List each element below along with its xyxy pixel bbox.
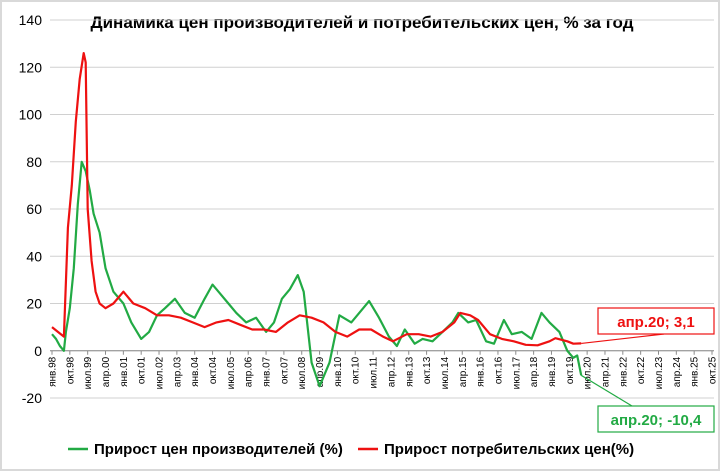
y-tick-label: 100 [19,107,43,123]
x-tick-label: окт.07 [279,356,290,384]
x-tick-label: апр.09 [315,356,326,387]
x-tick-label: окт.19 [565,356,576,384]
x-tick-label: окт.22 [636,356,647,384]
x-tick-label: апр.12 [386,356,397,387]
annotation-box [597,307,715,335]
annotation-box [597,405,715,433]
x-tick-label: окт.98 [65,356,76,384]
y-tick-label: 20 [26,296,42,312]
x-tick-label: июл.99 [83,356,94,389]
x-tick-label: июл.11 [369,356,380,388]
x-tick-label: июл.23 [654,356,665,389]
y-tick-label: 120 [19,59,43,75]
y-tick-label: 60 [26,201,42,217]
y-tick-label: 40 [26,248,42,264]
chart-title: Динамика цен производителей и потребител… [90,13,633,32]
x-tick-label: янв.13 [404,356,415,387]
x-tick-label: окт.10 [351,356,362,384]
x-tick-label: июл.17 [511,356,522,389]
x-tick-label: янв.01 [119,356,130,387]
x-tick-label: окт.16 [493,356,504,384]
legend-label: Прирост потребительских цен(%) [384,441,634,458]
x-tick-label: янв.19 [547,356,558,387]
x-tick-label: июл.14 [440,356,451,389]
x-tick-label: окт.25 [708,356,719,384]
y-tick-label: -20 [22,390,42,406]
x-tick-label: апр.00 [101,356,112,387]
x-tick-label: окт.01 [137,356,148,384]
y-tick-label: 140 [19,12,43,28]
x-tick-label: апр.03 [172,356,183,387]
annotation-label: апр.20; -10,4 [611,412,702,429]
x-tick-label: июл.20 [583,356,594,389]
annotation-leader [580,374,633,407]
x-tick-label: янв.10 [333,356,344,387]
x-tick-label: июл.08 [297,356,308,389]
x-tick-label: апр.21 [600,356,611,387]
x-tick-label: янв.16 [476,356,487,387]
x-tick-label: июл.02 [155,356,166,389]
annotation-label: апр.20; 3,1 [617,314,694,331]
x-tick-label: апр.06 [244,356,255,387]
series-line-producer-prices [51,160,583,388]
series-line-consumer-prices [51,52,582,347]
annotation-leader [581,333,665,345]
x-tick-label: янв.07 [262,356,273,387]
x-tick-label: янв.04 [190,356,201,387]
legend-label: Прирост цен производителей (%) [94,441,343,458]
x-tick-label: окт.13 [422,356,433,384]
x-tick-label: июл.05 [226,356,237,389]
y-tick-label: 80 [26,154,42,170]
x-tick-label: апр.24 [672,356,683,387]
y-tick-label: 0 [34,343,42,359]
x-tick-label: апр.18 [529,356,540,387]
x-tick-label: апр.15 [458,356,469,387]
x-tick-label: янв.25 [690,356,701,387]
x-tick-label: янв.22 [618,356,629,387]
x-tick-label: янв.98 [48,356,59,387]
x-tick-label: окт.04 [208,356,219,384]
